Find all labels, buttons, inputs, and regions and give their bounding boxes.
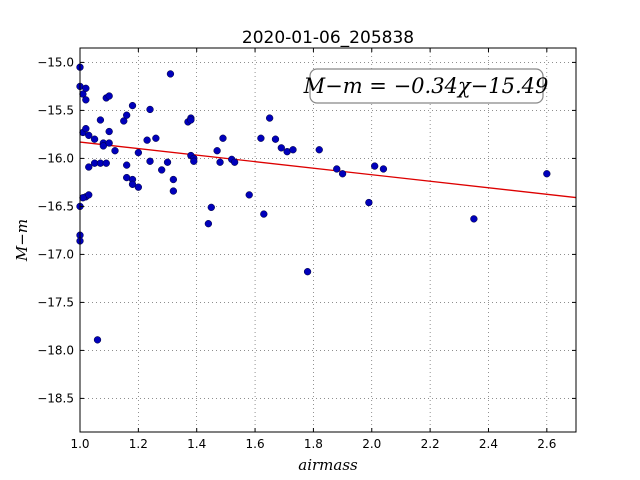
data-point: [260, 210, 268, 218]
data-point: [315, 146, 323, 154]
data-point: [379, 165, 388, 173]
data-point: [543, 170, 551, 178]
data-point: [85, 131, 93, 140]
data-point: [96, 116, 105, 124]
data-point: [82, 124, 90, 133]
data-point: [207, 203, 215, 212]
data-point: [230, 158, 239, 166]
grid-lines: [79, 48, 576, 432]
x-tick-label: 1.8: [304, 437, 323, 451]
data-point: [257, 134, 265, 142]
data-point: [190, 157, 198, 165]
data-point: [123, 111, 131, 119]
data-point: [371, 162, 379, 170]
y-tick-labels: −15.0 −15.5 −16.0 −16.5 −17.0 −17.5 −18.0 −18.5: [37, 55, 74, 405]
data-point: [128, 101, 137, 110]
data-point: [213, 147, 221, 155]
data-point: [82, 84, 90, 92]
data-point: [204, 220, 213, 228]
x-tick-label: 2.6: [537, 437, 556, 451]
y-tick-label: −17.5: [37, 295, 74, 309]
y-tick-label: −15.0: [37, 55, 74, 69]
annotation-box: [309, 68, 544, 104]
fit-line-group: [79, 141, 577, 199]
y-axis-label: M−m: [13, 219, 31, 262]
y-tick-label: −17.0: [37, 247, 74, 261]
data-point: [85, 191, 93, 199]
data-points: [76, 63, 551, 344]
data-point: [166, 70, 175, 78]
y-tick-label: −16.5: [37, 199, 74, 213]
data-point: [99, 142, 107, 150]
data-point: [93, 336, 102, 344]
data-point: [105, 127, 113, 136]
data-point: [303, 268, 312, 276]
data-point: [120, 117, 128, 125]
data-point: [134, 148, 143, 157]
data-point: [333, 165, 341, 173]
data-point: [158, 166, 166, 174]
data-point: [265, 114, 274, 122]
plot-frame: [79, 47, 577, 433]
x-tick-label: 1.4: [187, 437, 206, 451]
y-tick-label: −18.5: [37, 391, 74, 405]
y-tick-label: −15.5: [37, 103, 74, 117]
data-point: [134, 183, 143, 191]
data-point: [79, 194, 87, 202]
fit-line: [79, 141, 577, 199]
data-point: [152, 134, 160, 142]
x-tick-label: 1.0: [70, 437, 89, 451]
data-point: [105, 92, 113, 100]
data-point: [338, 170, 347, 178]
x-tick-label: 2.2: [421, 437, 440, 451]
axis-ticks: [79, 48, 576, 432]
data-point: [143, 136, 151, 144]
y-tick-label: −18.0: [37, 343, 74, 357]
fit-equation: M−m = −0.34χ−15.49: [303, 74, 549, 98]
data-point: [111, 147, 119, 155]
data-point: [271, 135, 280, 143]
data-point: [105, 139, 113, 147]
data-point: [146, 105, 154, 114]
x-tick-label: 2.4: [479, 437, 498, 451]
data-point: [216, 158, 224, 166]
data-point: [365, 198, 373, 207]
x-tick-label: 2.0: [362, 437, 381, 451]
x-tick-label: 1.6: [246, 437, 265, 451]
data-point: [245, 191, 253, 199]
data-point: [470, 215, 478, 223]
data-point: [277, 144, 285, 152]
data-point: [219, 134, 227, 142]
x-axis-label: airmass: [298, 456, 358, 474]
data-point: [169, 187, 178, 195]
data-point: [102, 159, 110, 167]
data-point: [169, 175, 178, 184]
x-tick-label: 1.2: [129, 437, 148, 451]
data-point: [187, 116, 195, 124]
data-point: [123, 161, 131, 169]
x-tick-labels: 1.0 1.2 1.4 1.6 1.8 2.0 2.2 2.4 2.6: [70, 437, 556, 451]
data-point: [128, 180, 137, 188]
chart-title: 2020-01-06_205838: [242, 28, 414, 48]
data-point: [289, 146, 297, 154]
data-point: [146, 157, 154, 165]
data-point: [90, 135, 99, 143]
data-point: [85, 163, 93, 171]
data-point: [82, 96, 90, 104]
fit-equation-box: M−m = −0.34χ−15.49: [303, 68, 549, 104]
y-tick-label: −16.0: [37, 151, 74, 165]
data-point: [163, 158, 172, 166]
